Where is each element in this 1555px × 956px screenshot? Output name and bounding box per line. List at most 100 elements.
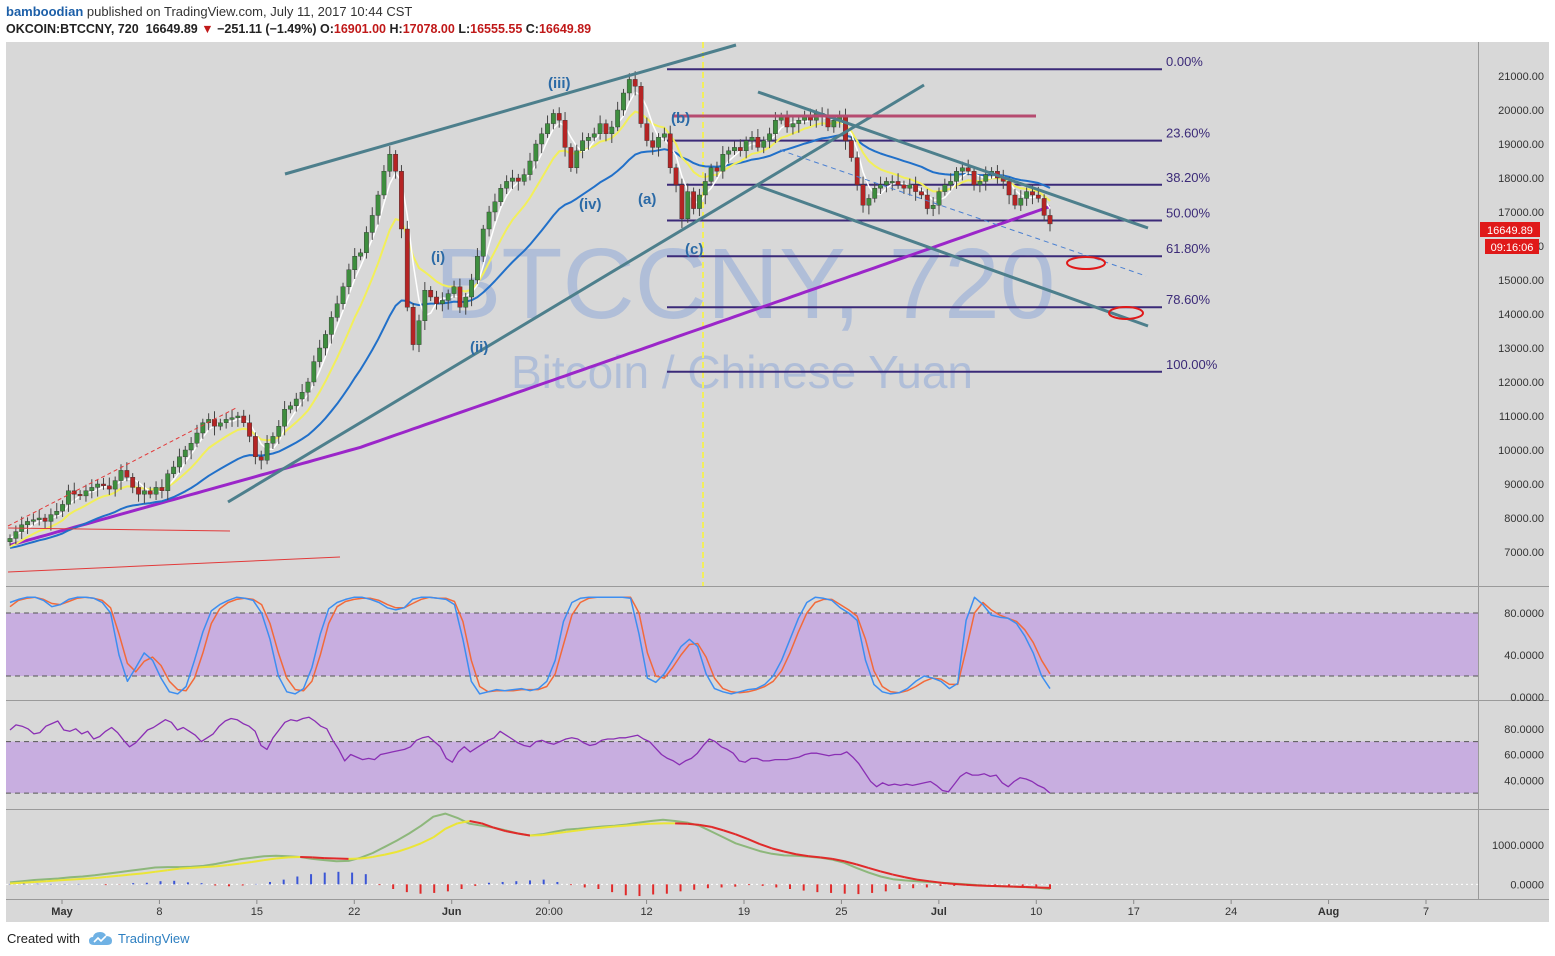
created-with-label: Created with: [7, 931, 80, 946]
target-ellipse-2[interactable]: [1108, 306, 1144, 320]
candle-body: [983, 174, 989, 182]
fib-retracement[interactable]: 0.00% 23.60% 38.20% 50.00% 61.80% 78.60% 100.0…: [667, 54, 1218, 373]
price-tick-label: 21000.00: [1498, 71, 1544, 83]
wave-label-ii: (ii): [470, 339, 488, 356]
time-tick-label: 12: [640, 906, 652, 918]
red-line-2[interactable]: [7, 556, 341, 573]
trend-line-descending-lower[interactable]: [757, 184, 1149, 328]
candle-body: [901, 184, 907, 189]
candle-body: [89, 487, 95, 491]
macd-signal-segment: [892, 873, 906, 879]
candle-body: [258, 456, 264, 461]
watermark-symbol: BTCCNY, 720: [435, 228, 1056, 340]
sma-yellow-line: [9, 110, 1051, 548]
candle-body: [913, 184, 919, 192]
macd-signal-segment: [70, 877, 83, 881]
target-ellipse-1[interactable]: [1066, 256, 1106, 270]
macd-signal-segment: [396, 847, 410, 853]
time-tick-label: 22: [348, 906, 360, 918]
candle-body: [679, 184, 685, 220]
fib-level-label: 50.00%: [1166, 206, 1211, 221]
stoch-band: [6, 613, 1478, 676]
macd-signal-segment: [215, 864, 228, 868]
trend-lines[interactable]: [7, 43, 1149, 573]
trend-line-upper-channel[interactable]: [284, 43, 737, 176]
candle-body: [83, 490, 89, 497]
stoch-tick-label: 0.0000: [1510, 692, 1544, 704]
chart-canvas[interactable]: BTCCNY, 720 Bitcoin / Chinese Yuan 0.00%…: [0, 40, 1555, 924]
macd-signal-segment: [602, 825, 615, 829]
price-axis[interactable]: 21000.00 20000.00 19000.00 18000.00 17000.00…: [1498, 71, 1544, 559]
macd-signal-segment: [699, 823, 712, 828]
wave-label-a: (a): [638, 191, 656, 208]
price-tick-label: 20000.00: [1498, 105, 1544, 117]
candle-body: [13, 531, 19, 539]
wave-label-c: (c): [685, 241, 703, 258]
macd-signal-segment: [953, 882, 966, 886]
stoch-tick-label: 80.0000: [1504, 608, 1544, 620]
candle-body: [434, 296, 439, 304]
candle-body: [866, 198, 872, 206]
candle-body: [399, 170, 404, 230]
candle-body: [521, 174, 527, 182]
candle-body: [182, 449, 188, 458]
countdown-label: 09:16:06: [1491, 242, 1534, 254]
candle-body: [141, 490, 147, 495]
candle-body: [691, 191, 696, 209]
candle-body: [948, 181, 954, 185]
macd-signal-segment: [167, 867, 180, 872]
time-axis[interactable]: May 8 15 22 Jun 20:00 12 19 25 Jul 10 17 24 Aug 7: [51, 900, 1429, 918]
author-link[interactable]: bamboodian: [6, 4, 84, 19]
rsi-indicator[interactable]: 80.0000 60.0000 40.0000: [6, 716, 1544, 794]
candle-body: [767, 133, 772, 141]
macd-signal-segment: [928, 880, 942, 884]
macd-signal-segment: [941, 881, 954, 885]
macd-signal-segment: [493, 826, 507, 833]
candle-body: [492, 201, 498, 213]
macd-fast-line: [9, 812, 1051, 890]
candle-body: [36, 517, 42, 520]
symbol-legend: OKCOIN:BTCCNY, 720 16649.89 ▼ −251.11 (−…: [6, 22, 591, 36]
candle-body: [270, 436, 276, 444]
candle-body: [743, 140, 749, 152]
candle-body: [562, 119, 568, 148]
macd-signal-segment: [554, 830, 567, 835]
red-line-1[interactable]: [7, 527, 231, 532]
tradingview-cloud-icon: [89, 932, 112, 945]
candle-body: [919, 191, 924, 196]
candle-body: [422, 290, 428, 322]
symbol-name[interactable]: OKCOIN:BTCCNY, 720: [6, 22, 139, 36]
candle-body: [25, 521, 30, 526]
candle-body: [340, 286, 346, 304]
candle-body: [264, 443, 270, 461]
price-tick-label: 8000.00: [1504, 513, 1544, 525]
red-line-dashed[interactable]: [7, 407, 237, 527]
candle-body: [708, 167, 714, 182]
candle-body: [697, 194, 702, 209]
macd-signal-segment: [227, 862, 240, 867]
macd-signal-segment: [723, 829, 736, 836]
sma-purple-line: [9, 205, 1051, 547]
time-tick-label: May: [51, 906, 73, 918]
candle-body: [463, 296, 469, 308]
macd-signal-segment: [82, 877, 95, 880]
candle-body: [971, 170, 977, 185]
trend-line-dashed[interactable]: [779, 149, 1147, 277]
candle-body: [299, 392, 305, 400]
price-axis-bg: [1479, 42, 1549, 900]
macd-signal-segment: [263, 857, 277, 862]
trend-line-lower-channel[interactable]: [227, 83, 925, 504]
candle-body: [282, 409, 288, 427]
time-tick-label: 7: [1423, 906, 1429, 918]
candle-body: [860, 184, 866, 206]
macd-indicator[interactable]: 1000.0000 0.0000: [6, 812, 1544, 897]
candle-body: [656, 136, 661, 148]
stochastic-indicator[interactable]: 80.0000 40.0000 0.0000: [6, 596, 1544, 704]
candle-body: [609, 126, 615, 134]
tradingview-link[interactable]: TradingView: [118, 931, 190, 946]
candle-body: [194, 432, 200, 444]
candle-body: [188, 443, 194, 451]
candle-body: [1018, 198, 1024, 206]
sma-blue-line: [9, 134, 1051, 549]
candle-body: [101, 483, 106, 486]
